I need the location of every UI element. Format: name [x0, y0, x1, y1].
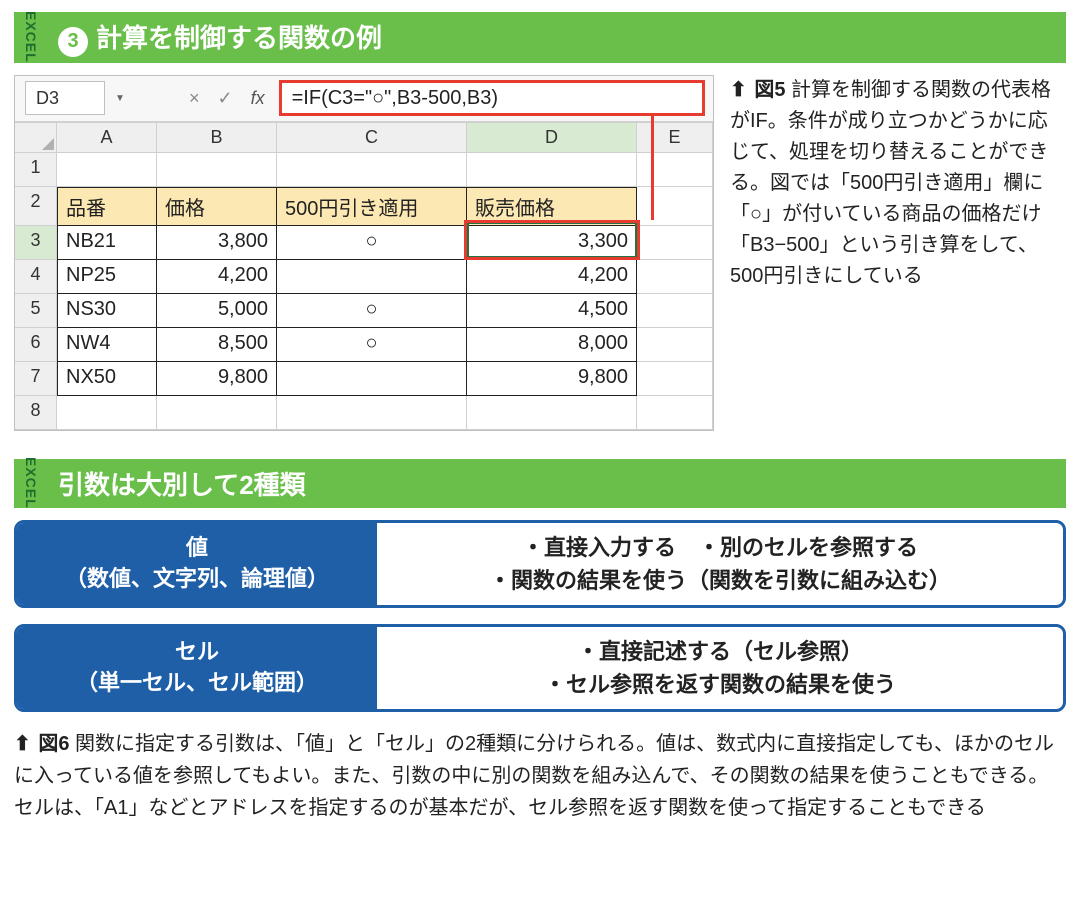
section1-title: 計算を制御する関数の例 — [96, 23, 382, 53]
cell-B6[interactable]: 8,500 — [157, 328, 277, 362]
cell-label-line2: （単一セル、セル範囲） — [76, 668, 318, 699]
cell-A3[interactable]: NB21 — [57, 226, 157, 260]
cell-B1[interactable] — [157, 153, 277, 187]
select-all-corner[interactable] — [15, 123, 57, 153]
cell-C1[interactable] — [277, 153, 467, 187]
figure5-caption: ⬆ 図5 計算を制御する関数の代表格がIF。条件が成り立つかどうかに応じて、処理… — [730, 75, 1066, 292]
section2-body: 値 （数値、文字列、論理値） ・直接入力する ・別のセルを参照する ・関数の結果… — [14, 520, 1066, 824]
value-desc: ・直接入力する ・別のセルを参照する ・関数の結果を使う（関数を引数に組み込む） — [377, 523, 1063, 605]
cell-C6[interactable]: ○ — [277, 328, 467, 362]
figure6-text: 関数に指定する引数は、「値」と「セル」の2種類に分けられる。値は、数式内に直接指… — [14, 733, 1054, 819]
cell-desc: ・直接記述する（セル参照） ・セル参照を返す関数の結果を使う — [377, 627, 1063, 709]
row-header-7[interactable]: 7 — [15, 362, 57, 396]
figure6-caption: ⬆ 図6 関数に指定する引数は、「値」と「セル」の2種類に分けられる。値は、数式… — [14, 728, 1066, 824]
cell-B5[interactable]: 5,000 — [157, 294, 277, 328]
cell-A7[interactable]: NX50 — [57, 362, 157, 396]
row-header-4[interactable]: 4 — [15, 260, 57, 294]
row-header-3[interactable]: 3 — [15, 226, 57, 260]
cancel-icon[interactable]: × — [189, 88, 200, 109]
cell-C2[interactable]: 500円引き適用 — [277, 187, 467, 226]
cell-E4[interactable] — [637, 260, 713, 294]
enter-icon[interactable]: ✓ — [218, 88, 233, 109]
argument-type-cell: セル （単一セル、セル範囲） ・直接記述する（セル参照） ・セル参照を返す関数の… — [14, 624, 1066, 712]
value-desc-line1: ・直接入力する ・別のセルを参照する — [522, 531, 918, 564]
cell-D4[interactable]: 4,200 — [467, 260, 637, 294]
formula-bar: D3 ▼ × ✓ fx =IF(C3="○",B3-500,B3) — [15, 76, 713, 122]
formula-text: =IF(C3="○",B3-500,B3) — [292, 87, 498, 110]
argument-type-value: 値 （数値、文字列、論理値） ・直接入力する ・別のセルを参照する ・関数の結果… — [14, 520, 1066, 608]
figure5-lead: 図5 — [754, 79, 785, 101]
cell-D1[interactable] — [467, 153, 637, 187]
excel-screenshot: D3 ▼ × ✓ fx =IF(C3="○",B3-500,B3) A B C … — [14, 75, 714, 431]
cell-E3[interactable] — [637, 226, 713, 260]
cell-label: セル （単一セル、セル範囲） — [17, 627, 377, 709]
section2-title: 引数は大別して2種類 — [58, 470, 306, 500]
row-header-6[interactable]: 6 — [15, 328, 57, 362]
cell-A2[interactable]: 品番 — [57, 187, 157, 226]
name-box-dropdown-icon[interactable]: ▼ — [111, 93, 129, 104]
cell-E5[interactable] — [637, 294, 713, 328]
cell-D3[interactable]: 3,300 — [467, 226, 637, 260]
cell-A6[interactable]: NW4 — [57, 328, 157, 362]
figure6-lead: 図6 — [38, 733, 69, 755]
cell-A1[interactable] — [57, 153, 157, 187]
cell-E1[interactable] — [637, 153, 713, 187]
cell-B8[interactable] — [157, 396, 277, 430]
cell-label-line1: セル — [175, 637, 219, 668]
cell-A4[interactable]: NP25 — [57, 260, 157, 294]
name-box-value: D3 — [36, 88, 59, 109]
excel-badge-text-2: EXCEL — [23, 457, 39, 509]
spreadsheet-grid: A B C D E 1 2 品番 価格 500円引き適用 販売価格 3 NB21… — [15, 122, 713, 430]
excel-badge-icon: EXCEL — [16, 12, 46, 63]
up-arrow-icon: ⬆ — [730, 79, 747, 101]
cell-E8[interactable] — [637, 396, 713, 430]
section1-body: D3 ▼ × ✓ fx =IF(C3="○",B3-500,B3) A B C … — [14, 75, 1066, 431]
section1-header: EXCEL 3 計算を制御する関数の例 — [14, 12, 1066, 63]
cell-D6[interactable]: 8,000 — [467, 328, 637, 362]
value-label: 値 （数値、文字列、論理値） — [17, 523, 377, 605]
cell-C5[interactable]: ○ — [277, 294, 467, 328]
cell-B7[interactable]: 9,800 — [157, 362, 277, 396]
value-label-line1: 値 — [186, 533, 208, 564]
cell-A5[interactable]: NS30 — [57, 294, 157, 328]
cell-B4[interactable]: 4,200 — [157, 260, 277, 294]
cell-desc-line2: ・セル参照を返す関数の結果を使う — [544, 668, 896, 701]
section2-header: EXCEL 引数は大別して2種類 — [14, 459, 1066, 508]
cell-B3[interactable]: 3,800 — [157, 226, 277, 260]
col-header-B[interactable]: B — [157, 123, 277, 153]
cell-desc-line1: ・直接記述する（セル参照） — [577, 635, 863, 668]
cell-E6[interactable] — [637, 328, 713, 362]
figure5-text: 計算を制御する関数の代表格がIF。条件が成り立つかどうかに応じて、処理を切り替え… — [730, 79, 1051, 287]
row-header-2[interactable]: 2 — [15, 187, 57, 226]
section1-number-badge: 3 — [58, 27, 88, 57]
formula-bar-icons: × ✓ fx — [189, 88, 265, 109]
cell-A8[interactable] — [57, 396, 157, 430]
col-header-D[interactable]: D — [467, 123, 637, 153]
cell-C8[interactable] — [277, 396, 467, 430]
fx-icon[interactable]: fx — [251, 88, 265, 109]
row-header-5[interactable]: 5 — [15, 294, 57, 328]
cell-D7[interactable]: 9,800 — [467, 362, 637, 396]
cell-C7[interactable] — [277, 362, 467, 396]
value-desc-line2: ・関数の結果を使う（関数を引数に組み込む） — [489, 564, 951, 597]
excel-badge-text: EXCEL — [23, 11, 39, 63]
cell-D8[interactable] — [467, 396, 637, 430]
cell-E2[interactable] — [637, 187, 713, 226]
value-label-line2: （数値、文字列、論理値） — [65, 564, 329, 595]
excel-badge-icon-2: EXCEL — [16, 459, 46, 508]
row-header-1[interactable]: 1 — [15, 153, 57, 187]
cell-D5[interactable]: 4,500 — [467, 294, 637, 328]
row-header-8[interactable]: 8 — [15, 396, 57, 430]
col-header-A[interactable]: A — [57, 123, 157, 153]
col-header-E[interactable]: E — [637, 123, 713, 153]
cell-C3[interactable]: ○ — [277, 226, 467, 260]
cell-E7[interactable] — [637, 362, 713, 396]
cell-D2[interactable]: 販売価格 — [467, 187, 637, 226]
formula-input[interactable]: =IF(C3="○",B3-500,B3) — [279, 80, 705, 116]
col-header-C[interactable]: C — [277, 123, 467, 153]
cell-C4[interactable] — [277, 260, 467, 294]
up-arrow-icon-2: ⬆ — [14, 733, 31, 755]
name-box[interactable]: D3 — [25, 81, 105, 115]
cell-B2[interactable]: 価格 — [157, 187, 277, 226]
